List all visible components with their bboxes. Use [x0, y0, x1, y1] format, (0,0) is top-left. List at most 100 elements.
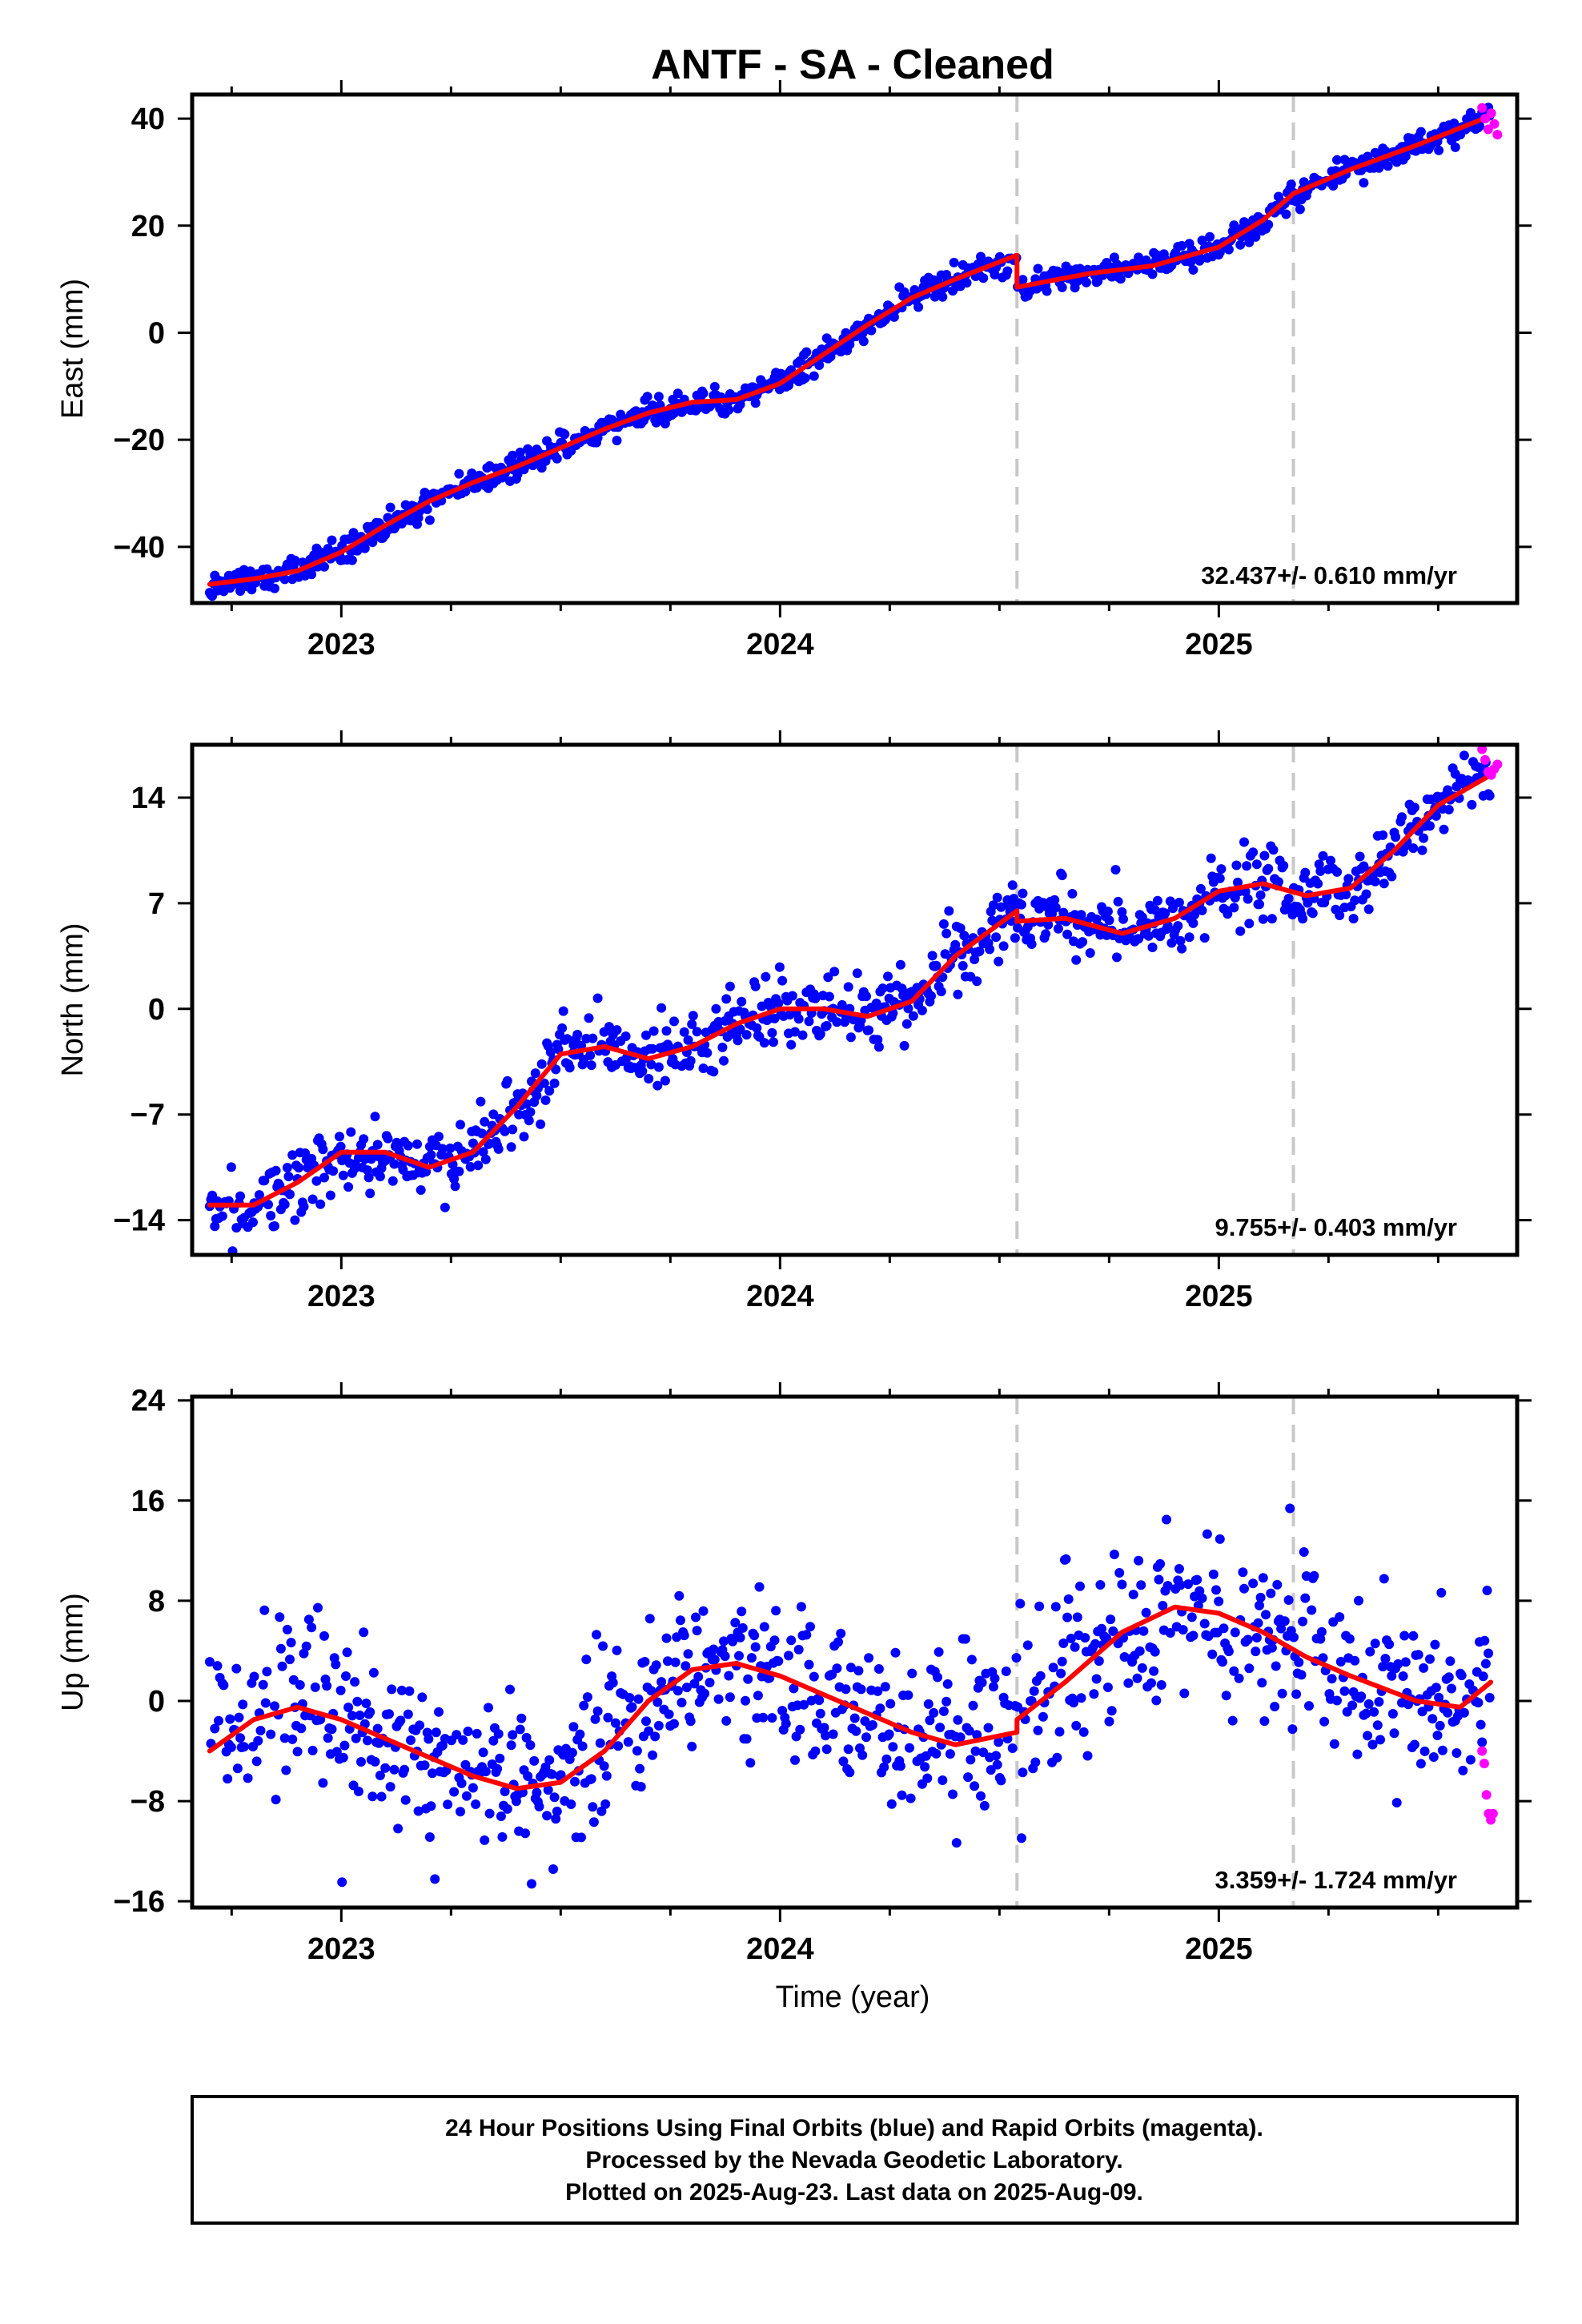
final-orbit-point: [1239, 837, 1249, 847]
final-orbit-point: [758, 1712, 769, 1723]
final-orbit-point: [253, 1735, 263, 1746]
final-orbit-point: [1034, 1601, 1045, 1611]
final-orbit-point: [1117, 1579, 1127, 1590]
final-orbit-point: [547, 1769, 557, 1779]
final-orbit-point: [579, 1700, 589, 1711]
final-orbit-point: [1016, 1833, 1026, 1844]
final-orbit-point: [964, 1726, 974, 1736]
final-orbit-point: [979, 1800, 990, 1811]
final-orbit-point: [908, 1011, 918, 1021]
final-orbit-point: [724, 404, 734, 415]
rate-annotation: 32.437+/- 0.610 mm/yr: [1201, 561, 1457, 589]
final-orbit-point: [271, 1165, 281, 1176]
final-orbit-point: [1417, 845, 1427, 855]
final-orbit-point: [258, 1679, 268, 1690]
final-orbit-point: [1343, 874, 1354, 884]
final-orbit-point: [434, 1132, 444, 1142]
final-orbit-point: [259, 1176, 270, 1186]
final-orbit-point: [347, 555, 357, 565]
final-orbit-point: [603, 1712, 613, 1723]
final-orbit-point: [260, 1698, 271, 1708]
final-orbit-point: [942, 1696, 952, 1707]
final-orbit-point: [393, 1823, 404, 1834]
final-orbit-point: [879, 1762, 889, 1772]
final-orbit-point: [641, 1716, 651, 1727]
final-orbit-point: [733, 1035, 743, 1046]
final-orbit-point: [1361, 1708, 1371, 1719]
final-orbit-point: [290, 1215, 300, 1225]
final-orbit-point: [1082, 1751, 1093, 1761]
final-orbit-point: [1332, 155, 1342, 165]
final-orbit-point: [1342, 1707, 1352, 1717]
final-orbit-point: [1258, 1573, 1268, 1583]
final-orbit-point: [728, 1636, 738, 1647]
final-orbit-point: [1058, 1638, 1069, 1648]
final-orbit-point: [670, 1657, 681, 1667]
final-orbit-point: [319, 1172, 329, 1183]
final-orbit-point: [683, 1035, 693, 1045]
final-orbit-point: [1057, 282, 1067, 292]
final-orbit-point: [488, 1735, 499, 1746]
final-orbit-point: [717, 1042, 728, 1052]
final-orbit-point: [1361, 889, 1371, 899]
final-orbit-point: [239, 1742, 249, 1752]
final-orbit-point: [1114, 1568, 1125, 1578]
final-orbit-point: [492, 1763, 503, 1774]
final-orbit-point: [903, 1003, 913, 1014]
final-orbit-point: [1283, 903, 1292, 913]
final-orbit-point: [508, 450, 518, 460]
final-orbit-point: [523, 1771, 533, 1781]
final-orbit-point: [1332, 866, 1342, 877]
final-orbit-point: [1197, 1593, 1207, 1603]
final-orbit-point: [1183, 1579, 1193, 1590]
final-orbit-point: [1115, 274, 1126, 284]
final-orbit-point: [1235, 926, 1246, 936]
final-orbit-point: [692, 1027, 702, 1037]
final-orbit-point: [1219, 1623, 1229, 1634]
final-orbit-point: [949, 257, 959, 267]
final-orbit-point: [1283, 894, 1294, 903]
final-orbit-point: [478, 1147, 488, 1157]
final-orbit-point: [1268, 845, 1279, 855]
final-orbit-point: [346, 1127, 356, 1137]
final-orbit-point: [1175, 935, 1186, 946]
y-tick-label: −8: [130, 1785, 165, 1819]
final-orbit-point: [1354, 1595, 1363, 1606]
final-orbit-point: [412, 1139, 422, 1149]
final-orbit-point: [331, 1659, 341, 1670]
final-orbit-point: [527, 1879, 536, 1889]
final-orbit-point: [1383, 161, 1393, 171]
final-orbit-point: [292, 1747, 303, 1757]
final-orbit-point: [1400, 1657, 1411, 1667]
x-tick-label: 2023: [307, 1932, 375, 1966]
final-orbit-point: [480, 1835, 490, 1845]
final-orbit-point: [424, 515, 435, 525]
final-orbit-point: [452, 1730, 462, 1740]
final-orbit-point: [1192, 1574, 1203, 1585]
final-orbit-point: [472, 483, 482, 493]
final-orbit-point: [873, 1664, 884, 1674]
final-orbit-point: [454, 1166, 464, 1176]
final-orbit-point: [988, 1682, 998, 1692]
final-orbit-point: [454, 468, 464, 479]
final-orbit-point: [1435, 1720, 1445, 1731]
final-orbit-point: [692, 1626, 702, 1636]
final-orbit-point: [598, 1641, 608, 1651]
final-orbit-point: [210, 1221, 220, 1232]
final-orbit-point: [1112, 952, 1122, 963]
final-orbit-point: [315, 1715, 326, 1725]
final-orbit-point: [460, 1759, 471, 1770]
final-orbit-point: [743, 1674, 753, 1684]
final-orbit-point: [923, 1699, 934, 1709]
final-orbit-point: [363, 1165, 372, 1176]
final-orbit-point: [577, 1741, 588, 1751]
final-orbit-point: [493, 1729, 504, 1739]
final-orbit-point: [480, 1116, 490, 1127]
y-tick-label: 16: [131, 1485, 165, 1518]
final-orbit-point: [861, 991, 871, 1002]
final-orbit-point: [502, 1803, 512, 1814]
final-orbit-point: [339, 1740, 350, 1751]
final-orbit-point: [1043, 919, 1054, 930]
final-orbit-point: [750, 981, 761, 991]
final-orbit-point: [719, 1636, 729, 1647]
